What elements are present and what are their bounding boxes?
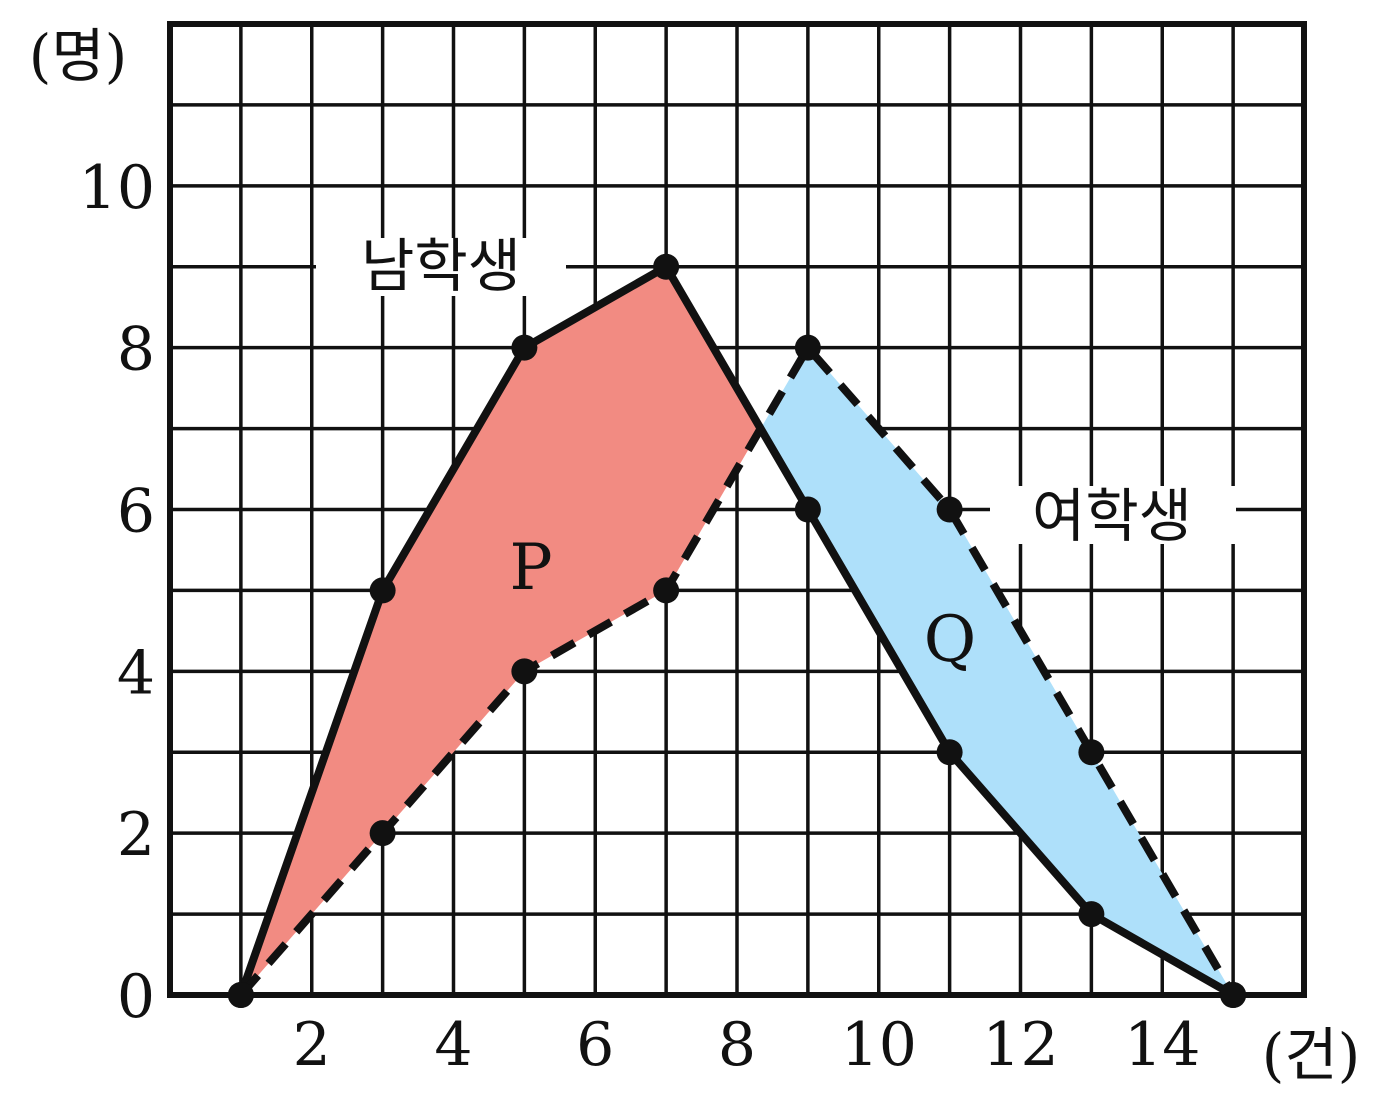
data-point-male bbox=[369, 577, 396, 604]
data-point-male bbox=[794, 496, 821, 523]
y-tick-label: 8 bbox=[117, 315, 155, 385]
x-tick-label: 14 bbox=[1124, 1010, 1200, 1080]
series-line-female bbox=[237, 343, 1237, 998]
plot-border bbox=[167, 21, 1307, 998]
data-points bbox=[227, 253, 1247, 1008]
data-point-female bbox=[936, 496, 963, 523]
x-tick-label: 8 bbox=[718, 1010, 756, 1080]
y-axis-unit: (명) bbox=[29, 22, 128, 90]
data-point-male bbox=[653, 253, 680, 280]
x-tick-label: 4 bbox=[434, 1010, 472, 1080]
x-axis-unit: (건) bbox=[1262, 1021, 1361, 1089]
label-background bbox=[990, 486, 1236, 544]
region-p bbox=[240, 266, 761, 995]
data-point-female bbox=[653, 577, 680, 604]
data-point-female bbox=[511, 658, 538, 685]
data-point-male bbox=[511, 334, 538, 361]
y-tick-label: 2 bbox=[117, 800, 155, 870]
x-tick-label: 2 bbox=[293, 1010, 331, 1080]
region-label-q: Q bbox=[924, 603, 976, 677]
label-background bbox=[316, 238, 566, 296]
x-tick-label: 10 bbox=[841, 1010, 917, 1080]
region-q bbox=[760, 347, 1234, 996]
labels: (명) (건) 남학생 여학생 P Q 2 4 6 8 10 12 14 0 2 4 6 8 10 bbox=[29, 22, 1361, 1089]
data-point-female bbox=[369, 820, 396, 847]
region-label-p: P bbox=[509, 531, 552, 605]
series-label-male: 남학생 bbox=[361, 232, 521, 300]
y-tick-label: 0 bbox=[117, 962, 155, 1032]
shaded-regions bbox=[240, 238, 1236, 996]
data-point-male bbox=[1078, 901, 1105, 928]
x-tick-label: 12 bbox=[982, 1010, 1058, 1080]
y-tick-label: 6 bbox=[117, 477, 155, 547]
data-point-male bbox=[936, 739, 963, 766]
plot-frame bbox=[167, 21, 1307, 998]
y-tick-label: 10 bbox=[79, 153, 155, 223]
data-point-female bbox=[794, 334, 821, 361]
data-point-female bbox=[1078, 739, 1105, 766]
data-point-female bbox=[1220, 982, 1247, 1008]
series-label-female: 여학생 bbox=[1032, 482, 1192, 550]
x-tick-label: 6 bbox=[576, 1010, 614, 1080]
series-lines bbox=[237, 262, 1237, 999]
y-tick-label: 4 bbox=[117, 638, 155, 708]
series-line-male bbox=[237, 262, 1236, 999]
data-point-female bbox=[227, 982, 254, 1008]
